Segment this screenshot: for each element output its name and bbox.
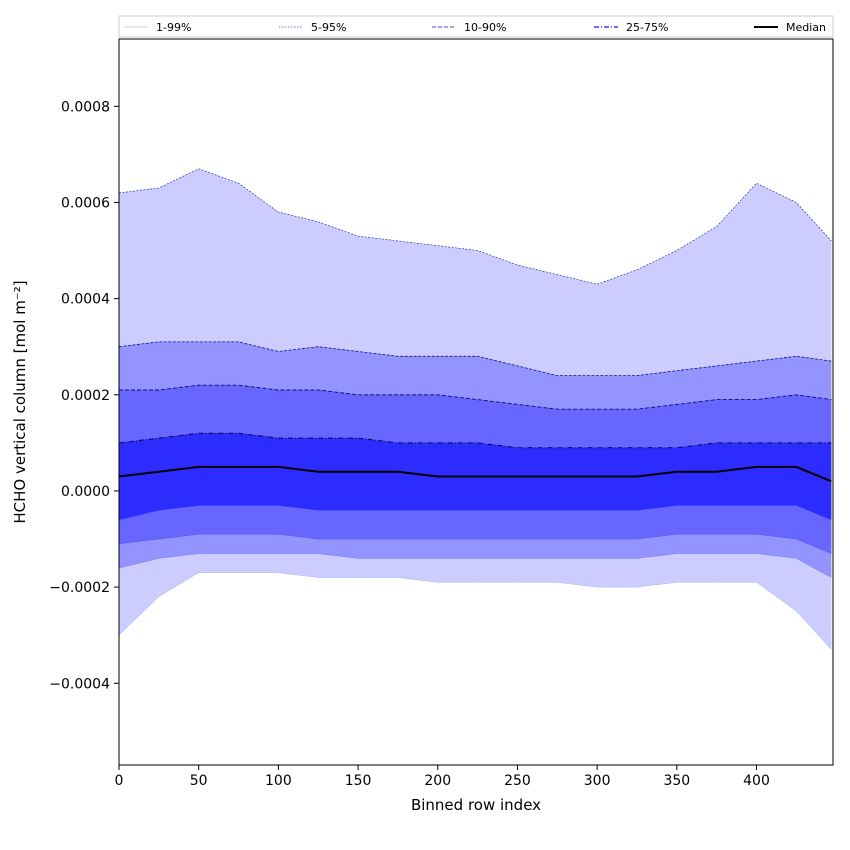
legend: 1-99% 5-95% 10-90% 25-75% Median	[118, 15, 834, 38]
series-line-10pct	[118, 533, 832, 554]
y-tick-label: −0.0004	[49, 676, 110, 692]
series-line-5pct	[118, 553, 832, 578]
x-tick-label: 300	[584, 773, 611, 789]
y-axis-label: HCHO vertical column [mol m⁻²]	[11, 280, 29, 523]
x-tick-label: 200	[424, 773, 451, 789]
y-tick-label: 0.0004	[61, 292, 110, 308]
legend-box	[118, 15, 834, 38]
y-tick-label: −0.0002	[49, 580, 110, 596]
percentile-lines	[118, 168, 832, 650]
x-tick-label: 400	[743, 773, 770, 789]
series-line-1pct	[118, 572, 832, 650]
percentile-bands	[119, 168, 832, 650]
x-axis-label: Binned row index	[411, 796, 541, 814]
series-line-90pct	[119, 384, 832, 410]
x-tick-label: 50	[190, 773, 208, 789]
y-tick-label: 0.0006	[61, 195, 110, 211]
legend-label: Median	[786, 21, 826, 34]
series-line-99pct	[118, 168, 832, 285]
x-tick-label: 350	[663, 773, 690, 789]
series-line-median	[118, 465, 832, 483]
legend-entry: 10-90%	[432, 21, 506, 34]
series-line-95pct	[118, 341, 832, 376]
x-axis: 0 50 100 150 200 250 300 350 400	[115, 765, 770, 789]
legend-label: 25-75%	[626, 21, 668, 34]
legend-entry: 25-75%	[594, 21, 668, 34]
y-axis: −0.0004 −0.0002 0.0000 0.0002 0.0004 0.0006 0.…	[49, 99, 119, 692]
legend-label: 10-90%	[464, 21, 506, 34]
x-tick-label: 100	[265, 773, 292, 789]
plot-frame	[118, 38, 834, 766]
x-tick-label: 250	[504, 773, 531, 789]
legend-entry: 5-95%	[279, 21, 346, 34]
legend-entry: Median	[754, 21, 826, 34]
y-tick-label: 0.0008	[61, 99, 110, 115]
legend-entry: 1-99%	[124, 21, 191, 34]
series-line-75pct	[118, 432, 832, 449]
legend-label: 5-95%	[311, 21, 346, 34]
x-tick-label: 150	[345, 773, 372, 789]
series-line-25pct	[118, 505, 832, 521]
y-tick-label: 0.0002	[61, 388, 110, 404]
x-tick-label: 0	[115, 773, 124, 789]
y-tick-label: 0.0000	[61, 484, 110, 500]
legend-label: 1-99%	[156, 21, 191, 34]
